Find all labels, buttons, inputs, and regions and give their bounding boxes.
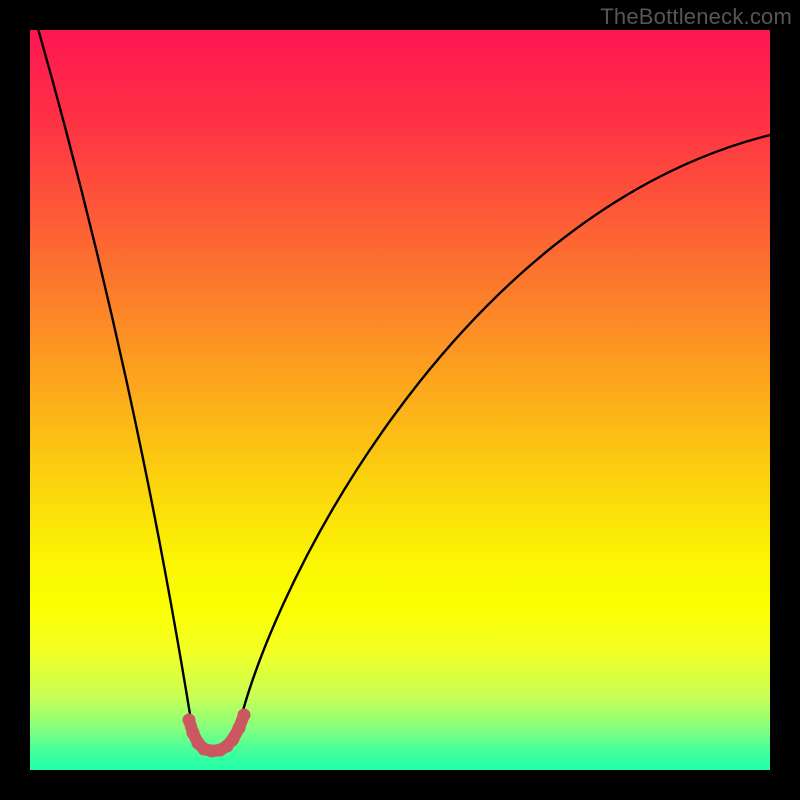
watermark-text: TheBottleneck.com xyxy=(600,4,792,30)
chart-svg xyxy=(0,0,800,800)
curve-bead xyxy=(183,714,196,727)
curve-bead xyxy=(233,722,246,735)
curve-bead xyxy=(227,733,240,746)
chart-stage: TheBottleneck.com xyxy=(0,0,800,800)
gradient-background xyxy=(30,30,770,770)
curve-bead xyxy=(238,709,251,722)
